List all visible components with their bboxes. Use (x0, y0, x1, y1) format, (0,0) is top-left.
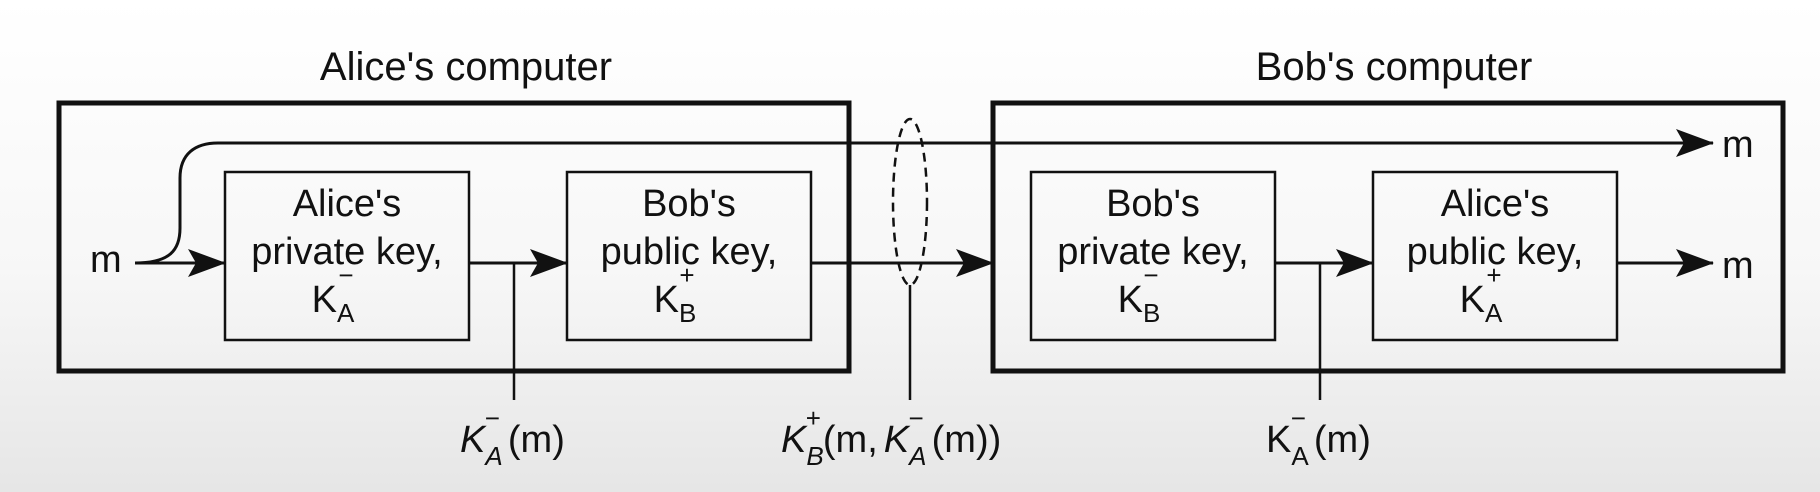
box1-key-label: KA− (312, 260, 355, 328)
bob-computer-title: Bob's computer (1256, 45, 1533, 89)
box4-key-label: KA+ (1460, 260, 1503, 328)
alice-computer-title: Alice's computer (320, 45, 612, 89)
label-ka-minus-m: KA−(m) (460, 403, 565, 471)
output-m-label: m (1722, 245, 1754, 287)
box4-line1: Alice's (1441, 183, 1550, 225)
alice-computer-frame (56, 100, 852, 374)
label-kb-plus-composite: KB+(m, KA−(m)) (781, 403, 1001, 471)
bob-private-key-box (1029, 170, 1277, 342)
box1-line1: Alice's (293, 183, 402, 225)
channel-ellipse (891, 117, 929, 287)
box2-line1: Bob's (642, 183, 736, 225)
bob-computer-frame (990, 100, 1786, 374)
box3-key-label: KB− (1118, 260, 1161, 328)
box4-line2: public key, (1407, 231, 1584, 273)
box3-line2: private key, (1057, 231, 1248, 273)
box3-line1: Bob's (1106, 183, 1200, 225)
output-m-top-label: m (1722, 124, 1754, 166)
bypass-m-line (134, 129, 1714, 265)
label-ka-minus-m-right: KA−(m) (1266, 403, 1371, 471)
box2-line2: public key, (601, 231, 778, 273)
box2-key-label: KB+ (654, 260, 697, 328)
box1-line2: private key, (251, 231, 442, 273)
input-m-label: m (90, 239, 122, 281)
